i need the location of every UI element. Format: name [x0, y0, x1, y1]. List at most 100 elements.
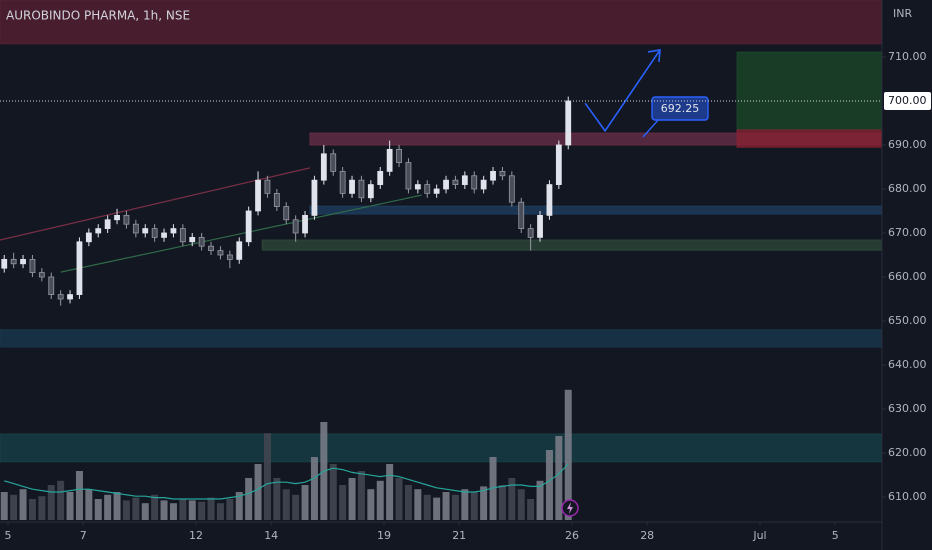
volume-bar: [245, 478, 253, 520]
volume-bar: [216, 503, 224, 520]
volume-bar: [0, 492, 8, 520]
zone: [736, 51, 883, 131]
time-axis: [0, 522, 882, 550]
zone: [736, 129, 883, 148]
candle-body: [405, 162, 412, 190]
x-tick-label: 14: [264, 529, 278, 542]
volume-bar: [414, 489, 422, 520]
candle-body: [273, 192, 280, 207]
volume-bar: [122, 500, 130, 520]
volume-bar: [254, 464, 262, 520]
volume-bar: [395, 478, 403, 520]
volume-bar: [160, 500, 168, 520]
candle-body: [29, 258, 36, 273]
candle-body: [377, 170, 384, 185]
price-axis: [882, 0, 932, 550]
candle-body: [518, 201, 525, 229]
volume-bar: [94, 499, 102, 520]
candle-body: [396, 148, 402, 163]
candle-body: [95, 228, 102, 234]
x-tick-label: 5: [832, 529, 839, 542]
zone: [0, 433, 883, 463]
chart-title: AUROBINDO PHARMA, 1h, NSE: [6, 9, 190, 23]
candle-body: [311, 179, 318, 216]
candle-body: [414, 184, 421, 190]
volume-bar: [47, 485, 55, 520]
last-price-box: [884, 91, 931, 110]
volume-bar: [498, 485, 506, 520]
candle-body: [302, 214, 308, 234]
currency: INR: [893, 7, 912, 20]
volume-bar: [555, 436, 563, 520]
candle-body: [255, 179, 261, 212]
candle-body: [527, 228, 534, 238]
note-box: [651, 96, 709, 121]
candle-body: [151, 228, 158, 238]
volume-bar: [329, 464, 337, 520]
candle-body: [499, 170, 506, 177]
candle-body: [226, 254, 233, 260]
candle-body: [161, 232, 167, 238]
candle-body: [198, 236, 205, 247]
volume-bar: [470, 492, 478, 520]
volume-bar: [141, 503, 149, 520]
volume-bar: [273, 478, 281, 520]
arrow-head: [647, 48, 661, 63]
candle-body: [537, 214, 543, 238]
volume-bar: [169, 503, 177, 520]
x-tick-label: 7: [80, 529, 87, 542]
volume-bar: [367, 489, 375, 520]
volume-bar: [179, 499, 187, 520]
zone: [261, 239, 883, 251]
candle-body: [320, 153, 327, 181]
candle-body: [433, 188, 440, 194]
candle-body: [264, 179, 271, 194]
volume-bar: [226, 499, 234, 520]
volume-bar: [527, 499, 535, 520]
candle-body: [67, 294, 73, 300]
candle-body: [208, 245, 214, 251]
volume-bar: [386, 464, 394, 520]
volume-bar: [517, 489, 525, 520]
trend-line: [584, 49, 661, 133]
x-tick-label: 26: [565, 529, 579, 542]
x-tick-label: 12: [189, 529, 203, 542]
candle-body: [1, 258, 8, 269]
trend-line: [60, 194, 422, 273]
y-tick-label: 630.00: [888, 402, 927, 415]
candle-body: [76, 241, 83, 295]
volume-bar: [564, 389, 572, 520]
candle-body: [480, 179, 487, 190]
candle-body: [546, 184, 553, 216]
volume-bar: [207, 497, 215, 520]
candle-body: [452, 179, 459, 185]
note-text: 692.25: [661, 102, 700, 115]
candle-body: [424, 184, 431, 194]
volume-bar: [104, 494, 112, 520]
x-tick-label: 5: [5, 529, 12, 542]
candle-body: [142, 228, 149, 234]
candle-body: [358, 179, 365, 199]
y-tick-label: 690.00: [888, 138, 927, 151]
volume-bar: [357, 471, 365, 520]
y-tick-label: 710.00: [888, 50, 927, 63]
y-tick-label: 670.00: [888, 226, 927, 239]
candle-body: [48, 276, 55, 295]
volume-ma: [4, 463, 569, 500]
x-tick-label: 28: [640, 529, 654, 542]
volume-bar: [508, 478, 516, 520]
candle-body: [57, 294, 64, 300]
candle-body: [245, 210, 252, 243]
volume-bar: [263, 433, 271, 520]
candle-body: [179, 228, 186, 243]
candle-body: [114, 214, 120, 221]
volume-bar: [423, 494, 431, 520]
candle-body: [386, 148, 393, 172]
volume-bar: [10, 494, 18, 520]
volume-bar: [310, 457, 318, 520]
volume-bar: [151, 494, 159, 520]
volume-bar: [75, 471, 83, 520]
replay-icon[interactable]: [561, 499, 579, 517]
candle-body: [236, 241, 243, 260]
candle-body: [10, 258, 17, 265]
